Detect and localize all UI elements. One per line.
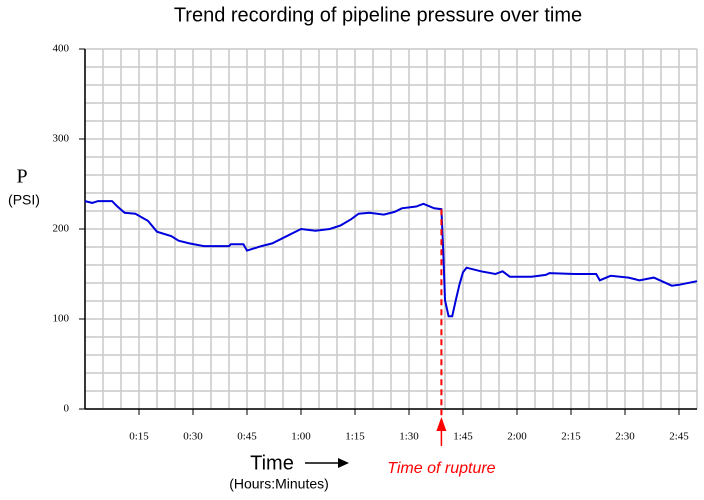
y-tick-label: 200: [53, 223, 70, 235]
x-tick-label: 1:45: [453, 431, 473, 443]
rupture-arrow-head: [436, 417, 447, 431]
x-tick-label: 2:15: [561, 431, 581, 443]
arrow-head: [338, 458, 349, 468]
x-tick-label: 1:30: [399, 431, 419, 443]
x-tick-label: 2:00: [507, 431, 527, 443]
chart-title: Trend recording of pipeline pressure ove…: [174, 4, 582, 26]
x-tick-label: 2:45: [669, 431, 689, 443]
y-axis-unit: (PSI): [8, 192, 40, 208]
line: [84, 200, 698, 318]
y-tick-label: 400: [53, 43, 70, 55]
y-tick-label: 300: [53, 133, 70, 145]
x-tick-label: 0:45: [237, 431, 257, 443]
x-tick-label: 0:30: [183, 431, 203, 443]
x-tick-label: 1:00: [291, 431, 311, 443]
x-tick-label: 1:15: [345, 431, 365, 443]
y-tick-label: 0: [64, 403, 70, 415]
annotation: Time of rupture: [387, 460, 495, 477]
y-tick-label: 100: [53, 313, 70, 325]
x-tick-label: 0:15: [129, 431, 149, 443]
x-tick-label: 2:30: [615, 431, 635, 443]
x-axis-label: Time: [250, 452, 294, 474]
x-axis-unit: (Hours:Minutes): [229, 476, 329, 492]
y-axis-label: P: [16, 166, 27, 188]
